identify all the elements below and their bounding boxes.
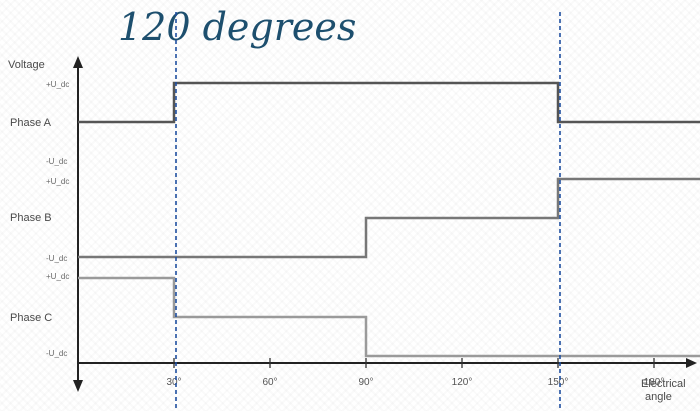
phase-c-neg-level: -U_dc <box>46 349 67 358</box>
phase-c-pos-level: +U_dc <box>46 272 69 281</box>
diagram-title: 120 degrees <box>118 5 356 49</box>
x-tick-label: 150° <box>548 377 569 388</box>
phase-a-waveform <box>78 81 700 124</box>
degree-markers <box>175 12 561 411</box>
phase-b-neg-level: -U_dc <box>46 254 67 263</box>
x-tick-label: 90° <box>358 377 373 388</box>
phase-c-label: Phase C <box>10 312 52 324</box>
x-tick-label: 30° <box>166 377 181 388</box>
phase-c-waveform <box>78 276 700 358</box>
x-axis-label-line2: angle <box>645 391 672 403</box>
phase-b-pos-level: +U_dc <box>46 177 69 186</box>
y-axis-arrow-icon <box>73 56 83 68</box>
x-axis-arrow-icon <box>686 358 697 368</box>
phase-a-pos-level: +U_dc <box>46 80 69 89</box>
y-axis-down-arrow-icon <box>73 380 83 392</box>
phase-b-label: Phase B <box>10 212 52 224</box>
x-tick-label: 120° <box>452 377 473 388</box>
x-axis-ticks: 30°60°90°120°150°180°210°240°270°300°330… <box>166 358 665 388</box>
phase-a-neg-level: -U_dc <box>46 157 67 166</box>
y-axis-label: Voltage <box>8 59 45 71</box>
phase-a-label: Phase A <box>10 117 52 129</box>
phase-waveforms <box>78 81 700 358</box>
x-axis-label-line1: Electrical <box>641 378 686 390</box>
x-tick-label: 180° <box>644 377 665 388</box>
phase-b-waveform <box>78 177 700 259</box>
x-tick-label: 60° <box>262 377 277 388</box>
